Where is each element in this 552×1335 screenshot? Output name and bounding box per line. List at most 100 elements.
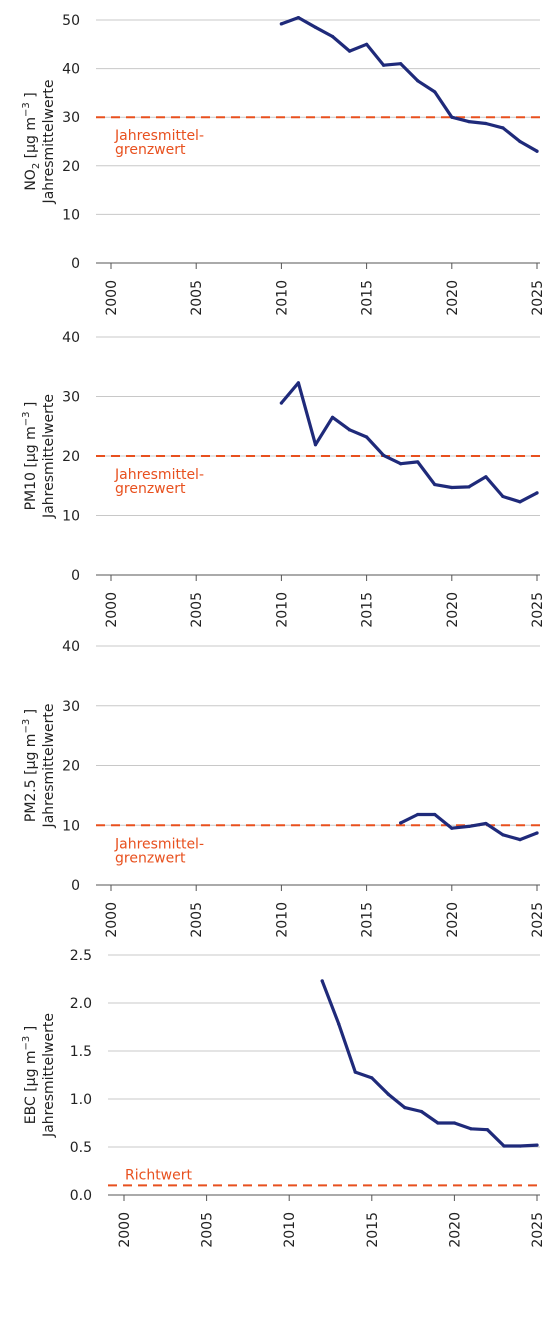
y-label-close: ] [23, 1026, 39, 1036]
x-tick-label: 2000 [104, 280, 120, 316]
data-point [296, 381, 301, 385]
data-point [353, 1070, 357, 1074]
data-point [518, 500, 522, 504]
y-label-superscript: −3 [21, 102, 32, 117]
chart-panel-1: 0 10 20 30 40 50 2000 2005 2010 2015 2020 2025 Jahre… [21, 13, 546, 316]
y-label-unit: [µg m [23, 117, 39, 163]
data-point [416, 460, 420, 464]
limit-label: Jahresmittel-grenzwert [114, 128, 204, 158]
series-line [279, 381, 539, 504]
limit-label: Jahresmittel-grenzwert [114, 467, 204, 497]
data-point [365, 42, 369, 46]
x-tick-label: 2025 [530, 592, 546, 628]
limit-label-line1: Richtwert [125, 1167, 192, 1183]
data-point [433, 482, 437, 487]
y-tick-label: 40 [62, 62, 80, 78]
y-label-name: PM10 [23, 472, 39, 510]
data-point [399, 62, 403, 66]
data-point [501, 126, 505, 130]
limit-label-line1: Jahresmittel- [114, 836, 204, 852]
y-tick-label: 30 [62, 390, 80, 406]
data-point [518, 837, 522, 842]
x-tick-label: 2025 [530, 902, 546, 938]
x-tick-label: 2005 [189, 902, 205, 938]
y-tick-label: 20 [62, 449, 80, 465]
y-label-superscript: −3 [21, 412, 32, 427]
data-point [450, 826, 454, 830]
y-tick-label: 30 [62, 699, 80, 715]
y-label-unit: [µg m [23, 1050, 39, 1096]
y-tick-label: 10 [62, 818, 80, 834]
y-tick-label: 0 [71, 256, 80, 272]
series-line [279, 16, 539, 153]
data-point [279, 22, 283, 26]
y-label-name: NO [23, 169, 39, 191]
y-tick-label: 0.0 [70, 1188, 92, 1204]
limit-label-line2: grenzwert [115, 142, 186, 158]
data-point [535, 491, 539, 495]
x-tick-label: 2005 [200, 1212, 216, 1248]
data-point [502, 1144, 506, 1148]
data-point [347, 49, 352, 53]
y-tick-label: 20 [62, 759, 80, 775]
data-point [296, 15, 301, 20]
limit-label-line1: Jahresmittel- [114, 128, 204, 144]
y-tick-label: 0.5 [70, 1140, 92, 1156]
y-label-close: ] [23, 709, 39, 719]
x-tick-label: 2015 [360, 592, 376, 628]
limit-label: Richtwert [125, 1167, 192, 1183]
limit-label-line1: Jahresmittel- [114, 467, 204, 483]
x-tick-label: 2000 [117, 1212, 133, 1248]
y-tick-label: 50 [62, 13, 80, 29]
data-point [467, 119, 471, 124]
x-tick-label: 2000 [104, 592, 120, 628]
data-point [365, 435, 369, 439]
y-tick-label: 40 [62, 330, 80, 346]
y-axis-label-line2: Jahresmittelwerte [41, 394, 57, 519]
data-point [433, 90, 437, 94]
y-label-superscript: −3 [21, 1036, 32, 1051]
y-axis-label-line1: PM2.5 [µg m−3 ] [21, 709, 39, 822]
data-point [450, 115, 454, 119]
x-tick-label: 2025 [530, 1212, 546, 1248]
limit-label-line2: grenzwert [115, 850, 186, 866]
data-point [399, 821, 403, 825]
data-point [535, 1143, 539, 1147]
y-tick-label: 10 [62, 207, 80, 223]
y-tick-label: 0 [71, 568, 80, 584]
y-label-name: PM2.5 [23, 779, 39, 822]
y-axis-label-line1: EBC [µg m−3 ] [21, 1026, 39, 1124]
data-point [313, 25, 318, 29]
data-point [330, 415, 335, 419]
y-axis-label-line1: NO2 [µg m−3 ] [21, 92, 42, 190]
limit-label-line2: grenzwert [115, 481, 186, 497]
data-point [279, 401, 283, 405]
chart-panel-4: 0.0 0.5 1.0 1.5 2.0 2.5 2000 2005 2010 2015 2020 20… [21, 948, 546, 1248]
x-tick-label: 2015 [365, 1212, 381, 1248]
data-point [484, 121, 488, 126]
y-tick-label: 2.0 [70, 996, 92, 1012]
data-point [403, 1106, 407, 1110]
x-tick-label: 2015 [360, 902, 376, 938]
x-tick-label: 2015 [360, 280, 376, 316]
x-tick-label: 2005 [189, 280, 205, 316]
y-label-close: ] [23, 92, 39, 102]
data-point [484, 475, 488, 479]
x-tick-label: 2020 [445, 280, 461, 316]
data-point [370, 1076, 374, 1080]
x-tick-label: 2010 [274, 592, 290, 628]
y-axis-label-line2: Jahresmittelwerte [41, 704, 57, 829]
data-point [469, 1127, 473, 1131]
x-tick-label: 2010 [274, 902, 290, 938]
y-tick-label: 40 [62, 639, 80, 655]
y-tick-label: 20 [62, 159, 80, 175]
y-tick-label: 30 [62, 110, 80, 126]
x-tick-label: 2025 [530, 280, 546, 316]
data-point [433, 812, 437, 817]
data-point [419, 1109, 423, 1114]
series-line [320, 979, 539, 1148]
x-tick-label: 2020 [445, 902, 461, 938]
y-tick-label: 1.0 [70, 1092, 92, 1108]
data-point [535, 149, 539, 153]
